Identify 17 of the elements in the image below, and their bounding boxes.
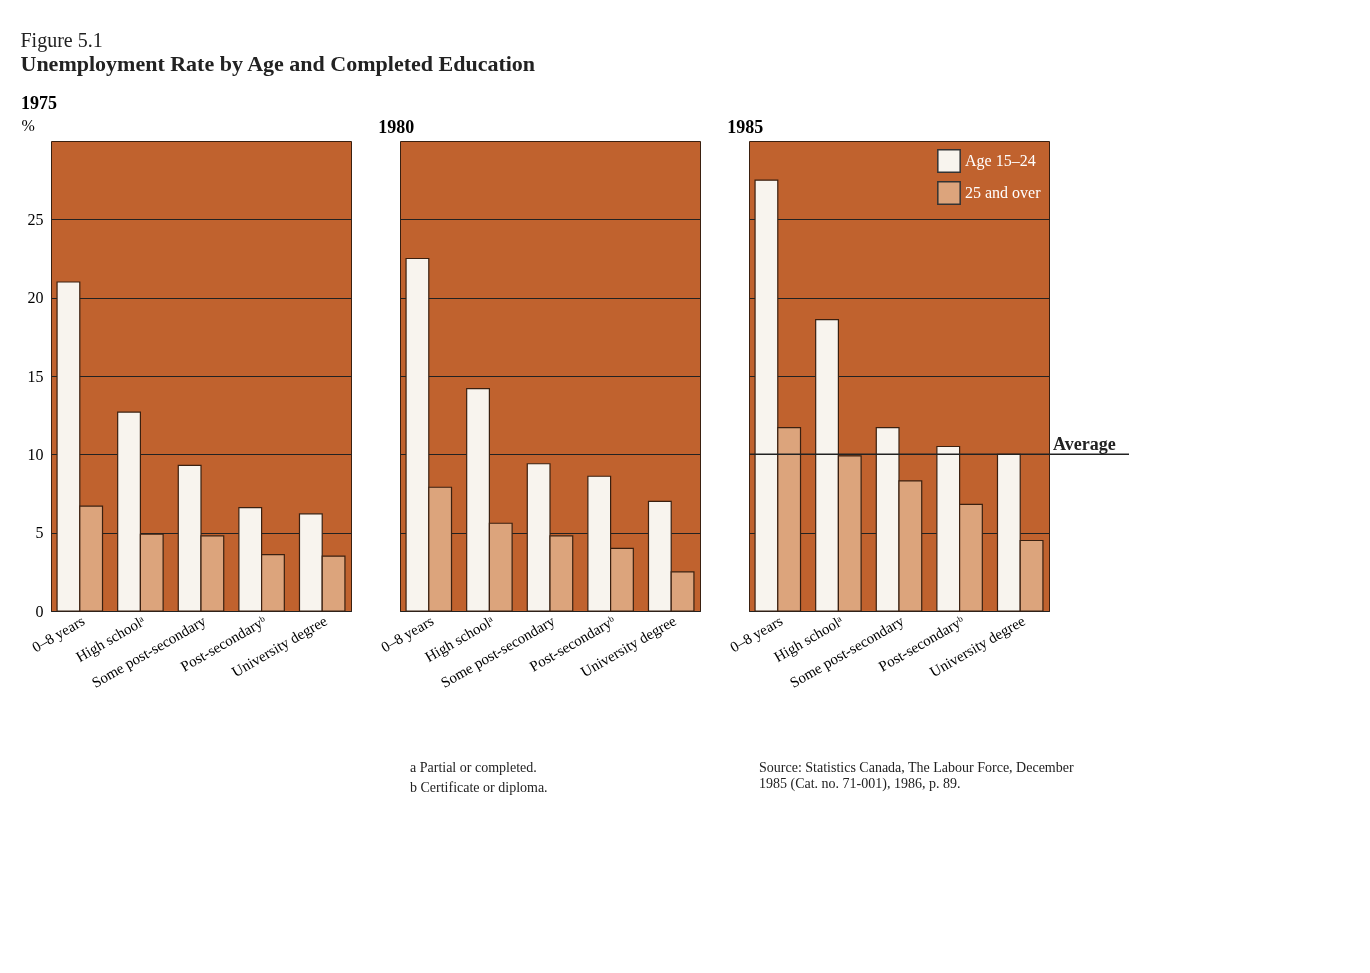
y-tick-label: 20 xyxy=(27,289,44,307)
text: a Partial or completed. xyxy=(410,760,537,775)
chart-title: 1985 xyxy=(727,117,764,137)
y-tick-label: 25 xyxy=(27,210,44,228)
caption: Figure 5.1 xyxy=(20,28,103,52)
y-tick-label: 15 xyxy=(27,367,44,385)
y-tick-label: 10 xyxy=(27,445,44,463)
y-tick-label: 5 xyxy=(35,524,44,542)
chart-title: 1975 xyxy=(21,93,57,113)
y-tick-label: 0 xyxy=(35,602,44,620)
chart-title: 1980 xyxy=(378,117,415,137)
text: b Certificate or diploma. xyxy=(410,780,548,795)
y-axis-title: % xyxy=(21,116,35,134)
legend-label: Age 15–24 xyxy=(965,152,1036,170)
legend-label: 25 and over xyxy=(965,184,1042,201)
ref-line-label: Average xyxy=(1053,434,1116,455)
source-note: Source: Statistics Canada, The Labour Force, December 1985 (Cat. no. 71-001), 1986, p. 89. xyxy=(759,760,1074,792)
